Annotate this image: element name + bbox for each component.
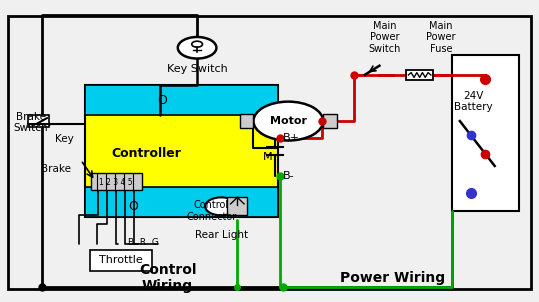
Text: M: M (263, 152, 273, 162)
Circle shape (205, 198, 237, 215)
Text: Control
Connector: Control Connector (186, 200, 237, 222)
Bar (323, 114, 336, 128)
Text: Brake
Switch: Brake Switch (13, 112, 48, 133)
Bar (85, 85, 278, 217)
Text: Rear Light: Rear Light (195, 230, 248, 240)
Bar (92, 173, 142, 190)
Circle shape (178, 37, 217, 59)
Circle shape (253, 102, 323, 140)
Text: Main
Power
Switch: Main Power Switch (369, 21, 401, 54)
Bar (85, 187, 278, 217)
Text: 24V
Battery: 24V Battery (454, 91, 493, 112)
Text: 1 2 3 4 5: 1 2 3 4 5 (99, 178, 133, 187)
Text: Key Switch: Key Switch (167, 64, 227, 74)
Text: B-: B- (283, 172, 294, 182)
Text: B  R  G: B R G (128, 238, 159, 247)
Bar (28, 115, 49, 127)
Bar (226, 198, 247, 215)
Text: Power Wiring: Power Wiring (340, 271, 445, 285)
Text: O: O (128, 200, 137, 213)
Text: Main
Power
Fuse: Main Power Fuse (426, 21, 456, 54)
Bar (85, 85, 278, 115)
Text: Brake: Brake (41, 164, 71, 174)
Text: Motor: Motor (270, 116, 307, 126)
Text: Key: Key (55, 134, 74, 144)
Bar (452, 55, 519, 211)
Text: B+: B+ (283, 133, 300, 143)
Bar (406, 70, 433, 80)
Text: Throttle: Throttle (99, 255, 142, 265)
Bar (240, 114, 253, 128)
Text: Controller: Controller (111, 147, 181, 160)
Text: Control
Wiring: Control Wiring (139, 263, 196, 293)
Text: O: O (157, 94, 167, 107)
Bar (90, 250, 151, 271)
